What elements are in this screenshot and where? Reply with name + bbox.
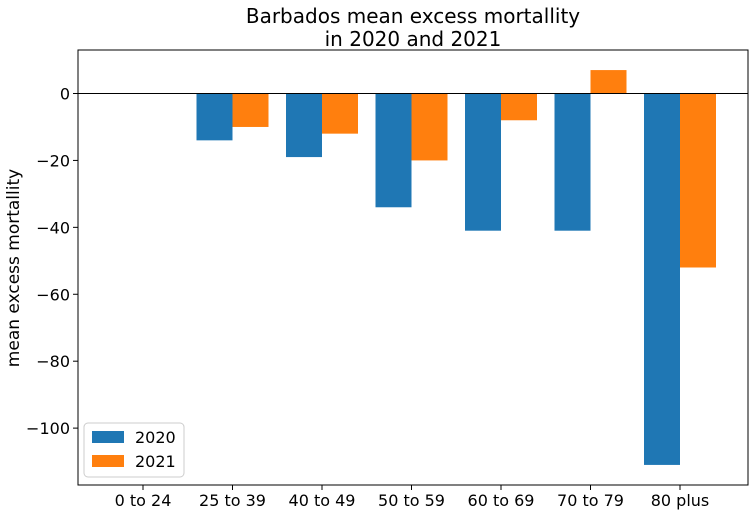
chart-title-line-1: Barbados mean excess mortallity <box>246 4 580 28</box>
bar-2020-60-to-69 <box>465 93 501 231</box>
y-tick-label: −80 <box>36 352 70 371</box>
x-tick-label: 60 to 69 <box>468 491 535 510</box>
x-axis-ticks: 0 to 24 25 to 39 40 to 49 50 to 59 60 to 69 7… <box>115 485 710 510</box>
x-tick-label: 50 to 59 <box>378 491 445 510</box>
bar-2021-25-to-39 <box>232 93 269 127</box>
legend-label-2021: 2021 <box>135 452 176 471</box>
y-axis-ticks: 0 −20 −40 −60 −80 −100 <box>26 85 78 438</box>
bars-group <box>196 70 716 465</box>
legend-swatch-2020 <box>92 431 124 443</box>
bar-2020-70-to-79 <box>554 93 591 231</box>
legend: 2020 2021 <box>83 422 185 478</box>
bar-2021-60-to-69 <box>501 93 537 121</box>
bar-2021-40-to-49 <box>322 93 358 134</box>
x-tick-label: 0 to 24 <box>115 491 172 510</box>
bar-2020-50-to-59 <box>375 93 412 208</box>
x-tick-label: 70 to 79 <box>557 491 624 510</box>
legend-label-2020: 2020 <box>135 428 176 447</box>
y-tick-label: −40 <box>36 218 70 237</box>
bar-2020-25-to-39 <box>196 93 233 141</box>
bar-2021-80-plus <box>680 93 716 268</box>
y-tick-label: −100 <box>26 419 70 438</box>
bar-2021-50-to-59 <box>411 93 448 161</box>
bar-2020-40-to-49 <box>286 93 322 158</box>
plot-frame <box>77 49 749 486</box>
y-tick-label: −20 <box>36 151 70 170</box>
y-axis-label: mean excess mortallity <box>4 169 24 367</box>
legend-swatch-2021 <box>92 455 124 467</box>
y-tick-label: −60 <box>36 285 70 304</box>
y-tick-label: 0 <box>60 85 70 104</box>
x-tick-label: 40 to 49 <box>289 491 356 510</box>
bar-2021-70-to-79 <box>590 70 627 94</box>
x-tick-label: 80 plus <box>651 491 710 510</box>
chart-title-line-2: in 2020 and 2021 <box>325 27 502 51</box>
x-tick-label: 25 to 39 <box>199 491 266 510</box>
bar-2020-80-plus <box>644 93 680 465</box>
